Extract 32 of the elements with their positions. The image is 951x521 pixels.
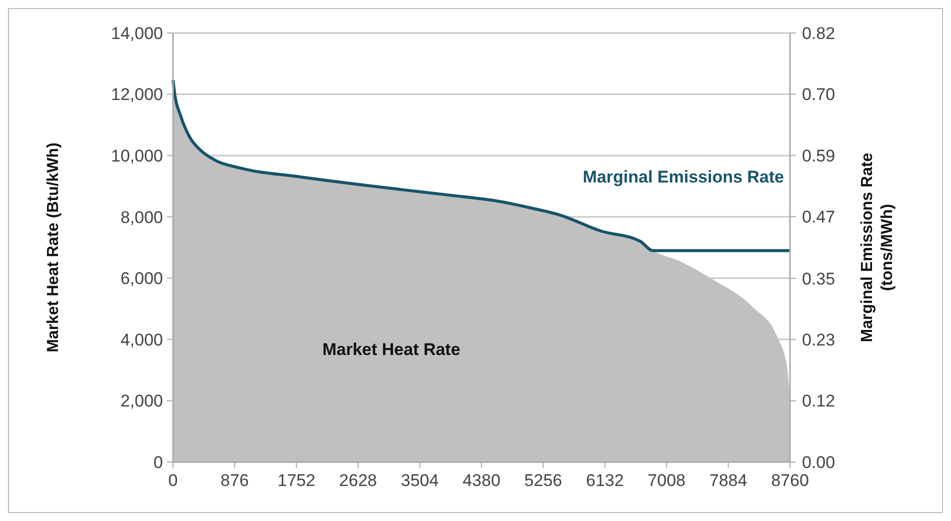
x-tick-label: 8760 bbox=[771, 471, 809, 490]
y-tick-label: 4,000 bbox=[120, 330, 163, 350]
x-tick-label: 7008 bbox=[648, 471, 686, 490]
y-tick-label: 0 bbox=[154, 452, 163, 472]
y2-tick-label: 0.35 bbox=[802, 269, 836, 288]
x-tick-label: 4380 bbox=[462, 471, 500, 490]
y2-tick-label: 0.00 bbox=[802, 452, 836, 472]
x-tick-label: 7884 bbox=[709, 471, 748, 490]
y2-tick-label: 0.23 bbox=[802, 330, 836, 350]
y2-tick-label: 0.82 bbox=[802, 24, 836, 43]
y-tick-label: 14,000 bbox=[111, 24, 163, 43]
y2-axis-title: Marginal Emissions Rate (tons/MWh) bbox=[858, 152, 896, 342]
y-tick-label: 2,000 bbox=[120, 392, 163, 411]
x-tick-label: 1752 bbox=[277, 471, 316, 490]
y2-tick-label: 0.12 bbox=[802, 392, 836, 411]
x-tick-label: 5256 bbox=[524, 471, 562, 490]
x-tick-label: 2628 bbox=[339, 471, 378, 490]
x-tick-label: 6132 bbox=[586, 471, 624, 490]
y2-tick-label: 0.59 bbox=[802, 146, 836, 166]
y-tick-label: 8,000 bbox=[120, 208, 163, 227]
y-axis-title: Market Heat Rate (Btu/kWh) bbox=[45, 142, 62, 352]
line-series bbox=[172, 78, 792, 252]
y-tick-label: 6,000 bbox=[120, 269, 163, 288]
y-tick-label: 12,000 bbox=[111, 85, 163, 104]
y-tick-label: 10,000 bbox=[111, 146, 163, 166]
text: Marginal Emissions Rate bbox=[582, 168, 784, 187]
series-label: Market Heat Rate bbox=[322, 340, 460, 359]
y2-tick-label: 0.47 bbox=[802, 208, 836, 227]
x-tick-label: 876 bbox=[220, 471, 249, 490]
x-tick-label: 3504 bbox=[400, 471, 439, 490]
y2-tick-label: 0.70 bbox=[802, 85, 836, 104]
x-tick-label: 0 bbox=[168, 471, 178, 490]
